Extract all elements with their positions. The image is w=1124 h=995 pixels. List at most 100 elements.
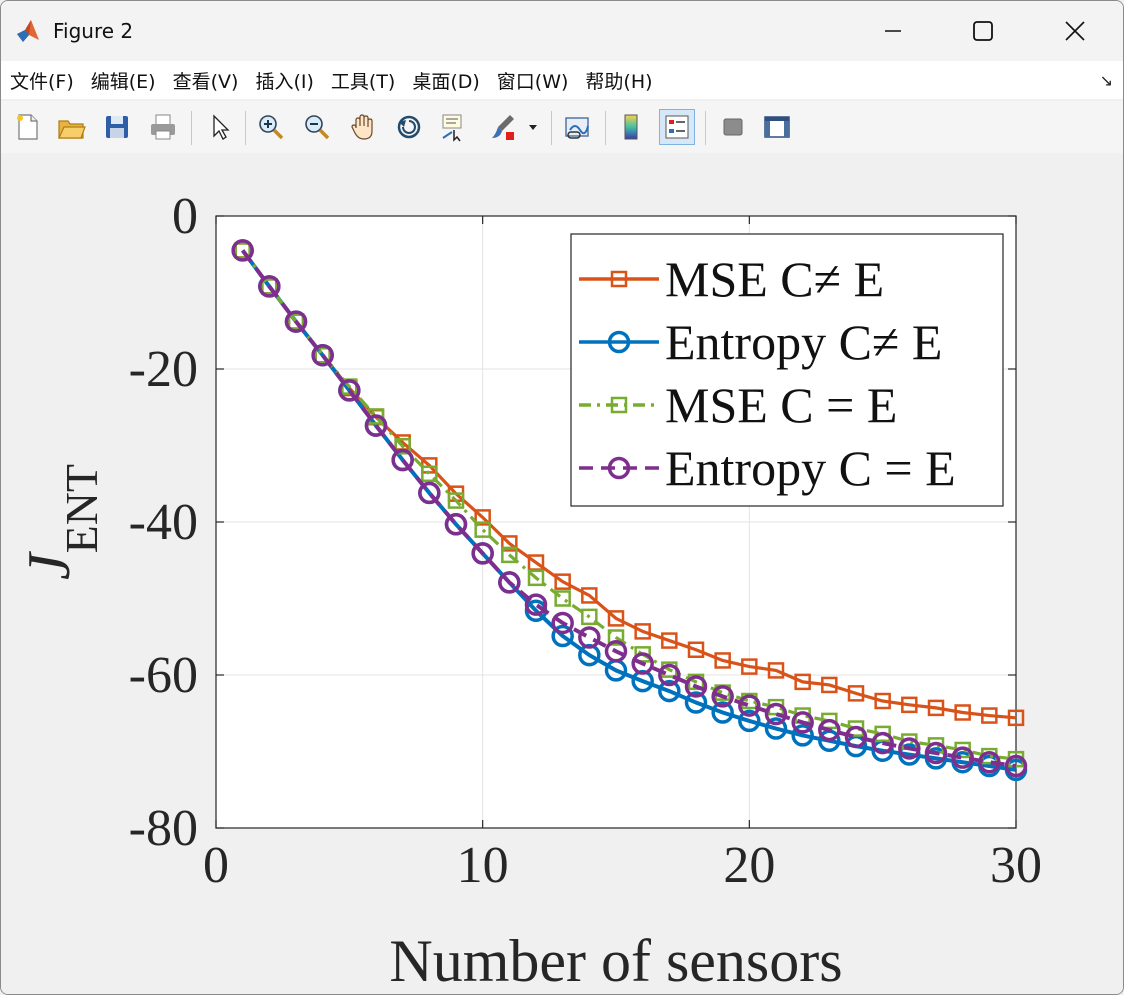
open-file-button[interactable] bbox=[53, 109, 89, 145]
brush-icon bbox=[492, 115, 514, 140]
legend-label: MSE C = E bbox=[665, 377, 897, 433]
data-point-series-1 bbox=[607, 610, 625, 627]
data-point-series-1 bbox=[554, 573, 571, 590]
data-point-series-2 bbox=[764, 717, 788, 740]
zoom-in-button[interactable] bbox=[253, 109, 289, 145]
y-tick-label: -60 bbox=[129, 647, 198, 704]
new-figure-button[interactable] bbox=[9, 109, 45, 145]
menu-window[interactable]: 窗口(W) bbox=[496, 70, 569, 93]
insert-legend-button[interactable] bbox=[659, 109, 695, 145]
edit-plot-button[interactable] bbox=[201, 109, 237, 145]
data-point-series-4 bbox=[498, 571, 521, 594]
data-point-series-4 bbox=[471, 542, 494, 565]
zoom-out-button[interactable] bbox=[299, 109, 335, 145]
data-tip-icon bbox=[442, 114, 462, 142]
zoom-out-icon bbox=[305, 115, 330, 140]
data-point-series-3 bbox=[287, 313, 305, 330]
rotate-3d-icon bbox=[397, 115, 421, 139]
data-point-series-4 bbox=[338, 379, 361, 402]
data-point-series-3 bbox=[821, 712, 838, 730]
data-point-series-4 bbox=[711, 685, 734, 708]
data-point-series-4 bbox=[764, 702, 788, 726]
toolbar-separator bbox=[245, 111, 246, 145]
data-point-series-3 bbox=[607, 629, 625, 646]
data-point-series-3 bbox=[554, 590, 571, 607]
data-point-series-1 bbox=[794, 673, 811, 691]
data-point-series-4 bbox=[924, 741, 948, 765]
insert-colorbar-button[interactable] bbox=[613, 109, 649, 145]
dock-arrow-icon[interactable]: ↘ bbox=[1099, 71, 1113, 90]
pan-button[interactable] bbox=[345, 109, 381, 145]
x-tick-label: 20 bbox=[723, 837, 775, 894]
data-point-series-4 bbox=[578, 626, 601, 649]
menu-tools[interactable]: 工具(T) bbox=[330, 70, 396, 93]
hand-pan-icon bbox=[351, 114, 373, 140]
data-point-series-4 bbox=[391, 448, 414, 472]
data-point-series-3 bbox=[581, 608, 598, 626]
title-bar[interactable]: Figure 2 bbox=[1, 1, 1123, 61]
window-title: Figure 2 bbox=[53, 19, 134, 43]
data-point-series-4 bbox=[444, 513, 468, 536]
rotate-3d-button[interactable] bbox=[391, 109, 427, 145]
chart[interactable]: 0 10 20 30 0 -20 -40 -60 -80 Number of sensors JEN… bbox=[1, 153, 1123, 994]
menu-view[interactable]: 查看(V) bbox=[172, 70, 239, 93]
toolbar-separator bbox=[551, 111, 552, 145]
y-tick-label: -40 bbox=[129, 494, 198, 551]
data-point-series-4 bbox=[684, 675, 708, 698]
figure-canvas[interactable]: 0 10 20 30 0 -20 -40 -60 -80 Number of sensors JEN… bbox=[1, 153, 1123, 994]
close-button[interactable] bbox=[1029, 1, 1121, 61]
data-point-series-1 bbox=[821, 676, 838, 694]
legend-label: MSE C≠ E bbox=[665, 251, 884, 307]
x-tick-label: 0 bbox=[203, 837, 229, 894]
series-line-4[interactable] bbox=[241, 249, 1017, 769]
data-point-series-4 bbox=[1004, 754, 1028, 778]
data-point-series-2 bbox=[738, 709, 761, 733]
menu-insert[interactable]: 插入(I) bbox=[255, 70, 314, 93]
data-point-series-4 bbox=[604, 640, 628, 663]
data-point-series-1 bbox=[661, 632, 678, 649]
data-point-series-4 bbox=[818, 718, 841, 742]
data-point-series-3 bbox=[314, 346, 331, 364]
save-disk-icon bbox=[106, 116, 128, 138]
data-point-series-1 bbox=[981, 707, 998, 724]
menu-desktop[interactable]: 桌面(D) bbox=[412, 70, 480, 93]
show-plot-tools-icon bbox=[764, 116, 790, 138]
show-plot-tools-button[interactable] bbox=[759, 109, 795, 145]
data-point-series-3 bbox=[394, 438, 411, 455]
print-button[interactable] bbox=[145, 109, 181, 145]
menu-edit[interactable]: 编辑(E) bbox=[90, 70, 156, 93]
y-tick-label: 0 bbox=[172, 188, 198, 245]
data-cursor-button[interactable] bbox=[437, 109, 473, 145]
data-point-series-4 bbox=[898, 737, 921, 760]
link-plot-button[interactable] bbox=[559, 109, 595, 145]
data-point-series-4 bbox=[524, 593, 548, 616]
toolbar-separator bbox=[605, 111, 606, 145]
brush-dropdown-button[interactable] bbox=[523, 109, 543, 145]
save-button[interactable] bbox=[99, 109, 135, 145]
minimize-button[interactable] bbox=[847, 1, 939, 61]
data-point-series-3 bbox=[501, 546, 518, 564]
data-point-series-4 bbox=[284, 310, 308, 333]
data-point-series-4 bbox=[631, 652, 654, 675]
menu-file[interactable]: 文件(F) bbox=[10, 70, 74, 93]
data-point-series-2 bbox=[898, 743, 921, 766]
data-point-series-4 bbox=[258, 275, 281, 298]
legend-marker bbox=[607, 330, 631, 354]
data-point-series-1 bbox=[474, 509, 491, 526]
hide-plot-tools-icon bbox=[723, 118, 743, 136]
brush-button[interactable] bbox=[485, 109, 521, 145]
data-point-series-3 bbox=[474, 521, 491, 538]
data-point-series-1 bbox=[1007, 709, 1025, 727]
hide-plot-tools-button[interactable] bbox=[715, 109, 751, 145]
data-point-series-1 bbox=[634, 623, 651, 640]
legend-marker bbox=[607, 456, 631, 480]
close-icon bbox=[1065, 21, 1085, 41]
data-point-series-3 bbox=[421, 465, 438, 483]
toolbar bbox=[1, 101, 1123, 154]
data-point-series-4 bbox=[978, 750, 1001, 774]
legend-label: Entropy C≠ E bbox=[665, 314, 942, 370]
menu-help[interactable]: 帮助(H) bbox=[585, 70, 653, 93]
maximize-button[interactable] bbox=[937, 1, 1029, 61]
link-plot-icon bbox=[565, 117, 589, 139]
chevron-down-icon bbox=[529, 125, 537, 130]
